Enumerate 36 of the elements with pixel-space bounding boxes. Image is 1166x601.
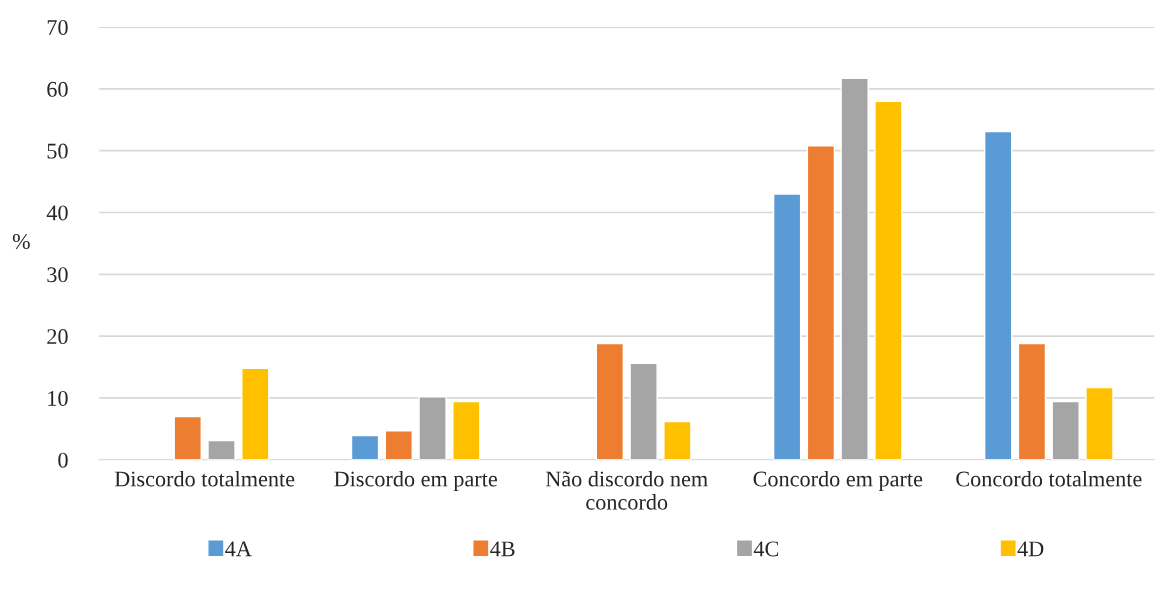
y-tick-label: 50: [47, 143, 68, 159]
y-tick-label: 40: [46, 205, 68, 221]
bar: [173, 415, 202, 460]
y-tick-label: 10: [48, 390, 68, 406]
bar: [874, 100, 903, 460]
x-tick-label: Discordo em parte: [334, 470, 497, 492]
y-tick-label: 70: [47, 19, 68, 35]
bar: [629, 362, 658, 460]
x-tick-label: Concordo em parte: [753, 470, 923, 492]
y-tick-label: 0: [58, 452, 68, 468]
bar: [384, 430, 413, 460]
legend-label: 4C: [753, 541, 779, 557]
bar: [983, 130, 1013, 460]
x-tick-label: Não discordo nem concordo: [545, 470, 708, 510]
y-axis-title: %: [12, 233, 30, 250]
y-tick-label: 60: [47, 81, 68, 97]
bar: [840, 77, 869, 460]
bar: [1051, 400, 1080, 460]
y-tick-label: 30: [47, 267, 68, 283]
bar: [1017, 342, 1047, 460]
bar: [772, 193, 802, 460]
x-tick-label: Concordo totalmente: [956, 470, 1142, 487]
bar: [1085, 386, 1114, 460]
legend-label: 4B: [490, 541, 515, 557]
bar: [350, 434, 380, 460]
bar: [241, 367, 270, 460]
bar: [452, 400, 481, 460]
legend-label: 4D: [1017, 541, 1044, 557]
x-tick-label: Discordo totalmente: [114, 470, 295, 487]
bar: [663, 420, 692, 460]
bar: [418, 396, 447, 460]
bar: [806, 145, 836, 460]
legend-label: 4A: [225, 541, 252, 557]
y-tick-label: 20: [47, 329, 68, 345]
bar: [595, 342, 625, 460]
bar: [207, 439, 236, 460]
